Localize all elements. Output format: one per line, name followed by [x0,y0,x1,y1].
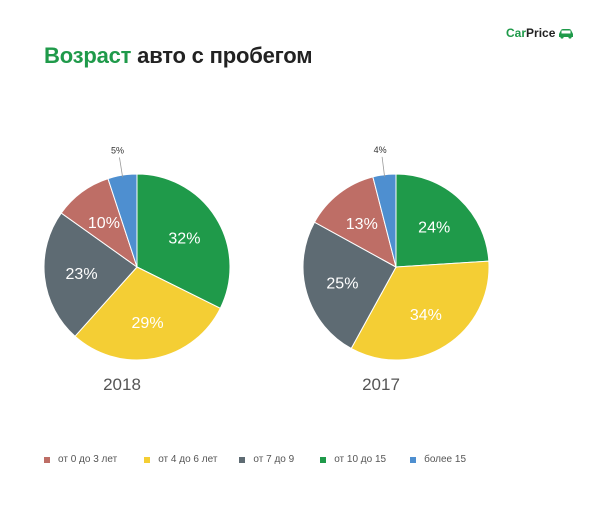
legend-swatch [239,456,246,463]
pie-title: 2018 [103,375,141,394]
pie-slice [74,266,222,361]
pie-slice [302,221,397,350]
data-label: 29% [132,315,164,332]
legend-label: от 7 до 9 [253,454,295,465]
data-label: 5% [111,145,124,155]
data-label: 25% [326,276,358,293]
pie-slice [313,176,397,268]
data-label: 23% [66,266,98,283]
data-label: 10% [88,215,120,232]
carprice-logo: Car Price [506,24,575,42]
data-label: 24% [418,219,450,236]
legend-item: от 10 до 15 [320,454,386,465]
legend-label: от 4 до 6 лет [158,454,218,465]
legend-swatch [320,456,327,463]
legend-swatch [44,456,50,463]
legend-label: от 0 до 3 лет [58,454,118,465]
legend: от 0 до 3 лет от 4 до 6 лет от 7 до 9 от… [44,454,466,465]
data-label: 34% [410,307,442,324]
pie-title: 2017 [362,375,400,394]
title-rest: авто с пробегом [131,43,313,68]
pie-slice [395,173,490,268]
leader-line [381,156,385,177]
logo-text-car: Car [506,26,527,40]
pie-slice [136,173,231,309]
legend-item: от 4 до 6 лет [144,454,217,465]
legend-swatch [410,456,417,463]
data-label: 13% [346,216,378,233]
legend-label: более 15 [424,454,467,465]
data-label: 32% [168,231,200,248]
legend-swatch [144,456,151,463]
data-label: 4% [374,145,387,155]
legend-item: более 15 [410,454,466,465]
legend-item: от 7 до 9 [239,454,294,465]
leader-line [119,157,124,178]
logo-text-price: Price [526,26,556,40]
legend-item: от 0 до 3 лет [44,454,117,465]
pie-slice [43,212,138,338]
legend-label: от 10 до 15 [334,454,387,465]
chart-title: Возраст авто с пробегом [44,43,313,69]
title-accent: Возраст [44,43,132,68]
car-icon [559,29,574,39]
